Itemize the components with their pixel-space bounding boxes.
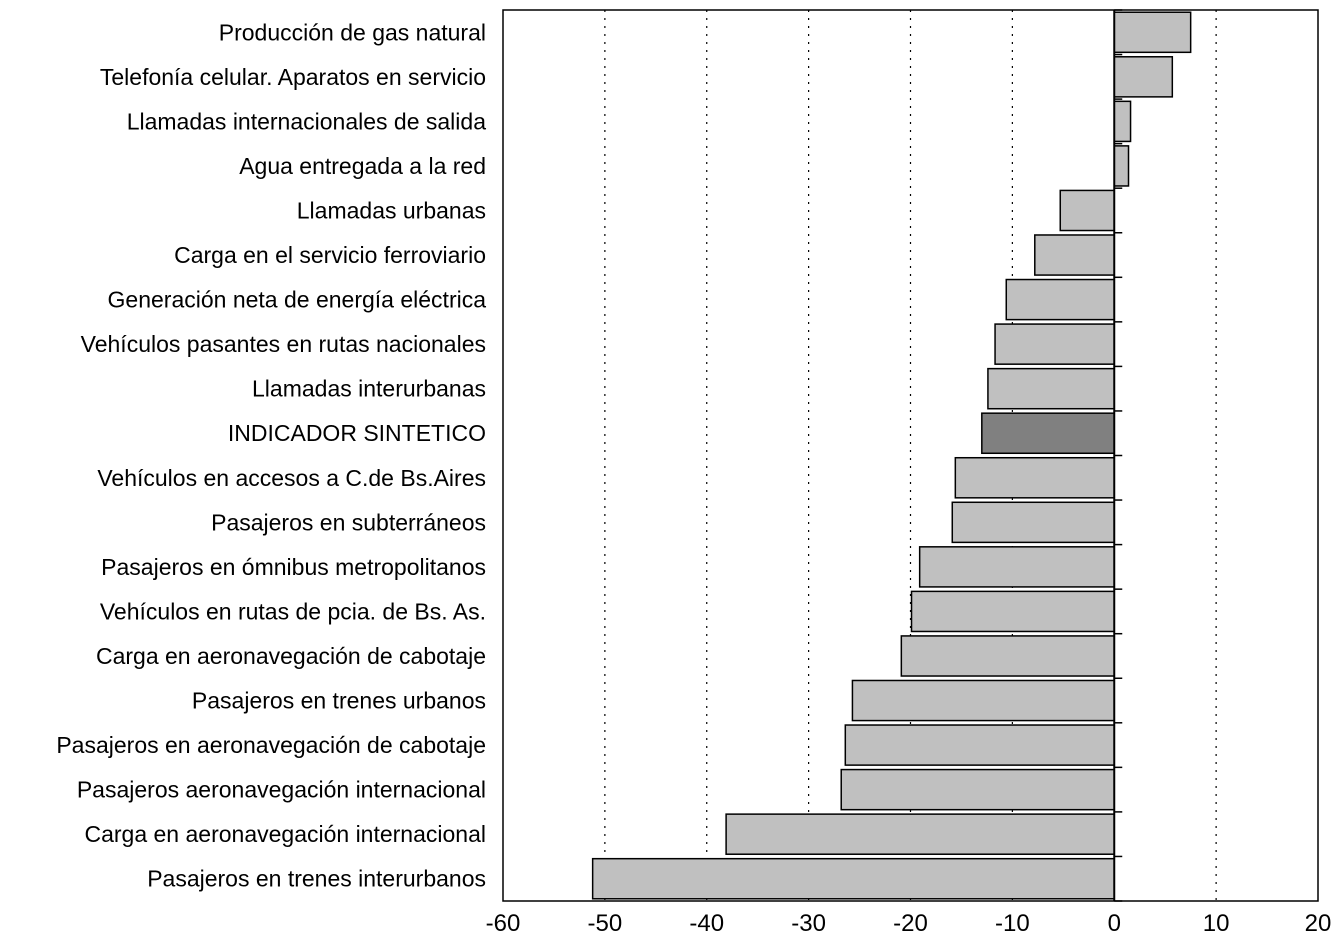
category-label: Pasajeros en aeronavegación de cabotaje xyxy=(56,732,486,758)
bar xyxy=(844,724,1115,766)
bar xyxy=(591,857,1115,900)
x-tick-label: -10 xyxy=(995,910,1030,937)
bar xyxy=(910,590,1115,633)
bar xyxy=(1113,56,1174,98)
category-label: Pasajeros en ómnibus metropolitanos xyxy=(101,554,486,580)
bar xyxy=(918,546,1116,588)
x-tick-labels: -60 -50 -40 -30 -20 -10 0 10 20 xyxy=(486,910,1332,937)
x-tick-label: -20 xyxy=(893,910,928,937)
bar xyxy=(851,679,1116,722)
x-tick-label: 10 xyxy=(1203,910,1230,937)
y-ticks xyxy=(1114,9,1123,902)
bar xyxy=(900,635,1115,677)
category-label: Carga en aeronavegación de cabotaje xyxy=(96,643,486,669)
bars xyxy=(591,11,1192,900)
category-label: Llamadas internacionales de salida xyxy=(127,108,486,134)
plot-area xyxy=(502,9,1319,902)
gridlines xyxy=(604,10,1217,901)
bar xyxy=(1034,234,1115,276)
bar xyxy=(994,323,1116,365)
category-label: Carga en aeronavegación internacional xyxy=(84,821,486,847)
category-label: Vehículos en accesos a C.de Bs.Aires xyxy=(97,465,486,491)
bar xyxy=(1113,145,1130,187)
bar xyxy=(1005,278,1116,321)
category-label: Producción de gas natural xyxy=(219,19,486,45)
bar xyxy=(1113,100,1132,143)
category-label: INDICADOR SINTETICO xyxy=(228,420,486,446)
category-label: Pasajeros en trenes interurbanos xyxy=(147,866,486,892)
category-label: Agua entregada a la red xyxy=(239,153,486,179)
category-label: Llamadas urbanas xyxy=(297,197,486,223)
category-label: Generación neta de energía eléctrica xyxy=(108,287,487,313)
bar xyxy=(981,412,1115,455)
bar xyxy=(725,813,1115,855)
category-label: Telefonía celular. Aparatos en servicio xyxy=(100,64,486,90)
x-tick-label: -50 xyxy=(588,910,623,937)
category-label: Pasajeros en trenes urbanos xyxy=(192,688,486,714)
category-label: Pasajeros en subterráneos xyxy=(211,509,486,535)
category-label: Llamadas interurbanas xyxy=(252,376,486,402)
bar xyxy=(987,367,1115,410)
category-labels: Producción de gas natural Telefonía celul… xyxy=(56,19,486,891)
category-label: Vehículos pasantes en rutas nacionales xyxy=(81,331,486,357)
x-tick-label: -30 xyxy=(791,910,826,937)
x-tick-label: 0 xyxy=(1108,910,1121,937)
bar xyxy=(840,768,1115,811)
bar xyxy=(1113,11,1192,54)
category-label: Vehículos en rutas de pcia. de Bs. As. xyxy=(100,598,486,624)
bar xyxy=(951,501,1115,544)
x-tick-label: -40 xyxy=(689,910,724,937)
category-label: Pasajeros aeronavegación internacional xyxy=(77,777,486,803)
x-tick-label: -60 xyxy=(486,910,521,937)
x-tick-label: 20 xyxy=(1305,910,1332,937)
bar xyxy=(954,456,1116,499)
bar xyxy=(1059,189,1115,232)
category-label: Carga en el servicio ferroviario xyxy=(174,242,486,268)
